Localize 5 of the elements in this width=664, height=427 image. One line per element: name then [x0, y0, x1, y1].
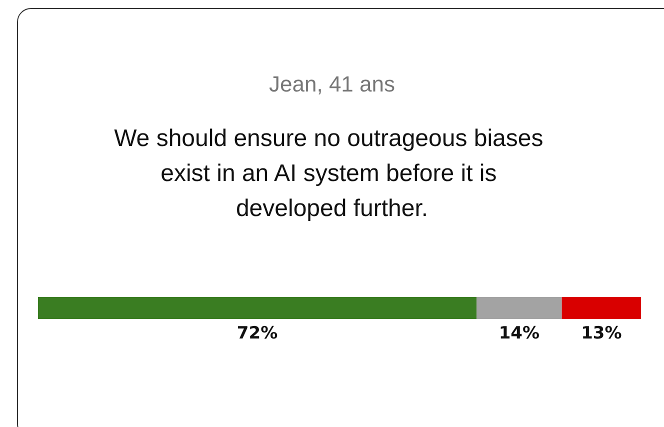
chart-subtitle: We should ensure no outrageous biases exist in an AI system before it is developed further. — [114, 125, 550, 222]
chart-title: Jean, 41 ans — [269, 72, 395, 96]
data-label: 13% — [581, 324, 622, 344]
data-label: 72% — [236, 324, 278, 344]
data-label: 14% — [498, 324, 540, 344]
